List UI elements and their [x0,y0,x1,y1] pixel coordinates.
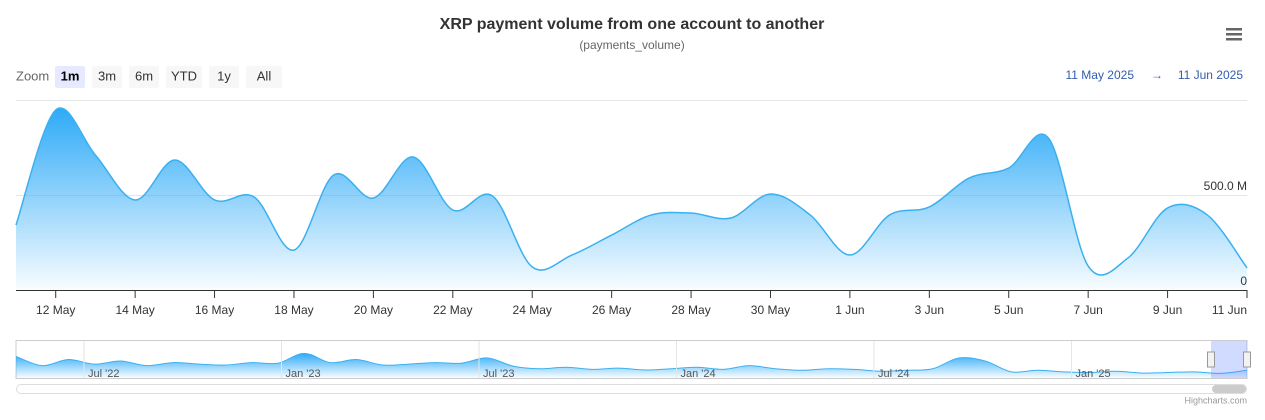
navigator-label: Jan '24 [681,368,716,380]
x-tick-label: 18 May [274,303,313,317]
zoom-button-label: 1m [61,68,80,83]
navigator-label: Jul '22 [88,368,119,380]
range-from: 11 May 2025 [1066,68,1135,82]
range-arrow: → [1151,68,1163,82]
x-tick-label: 22 May [433,303,472,317]
menu-icon[interactable] [1226,28,1242,41]
navigator-label: Jul '24 [878,368,909,380]
x-tick-label: 9 Jun [1153,303,1182,317]
zoom-button[interactable] [55,66,85,88]
credits: Highcharts.com [1184,395,1247,405]
area-fill [16,108,1247,290]
area-line [15,107,1248,276]
zoom-button[interactable] [166,66,202,88]
navigator-line [15,352,1248,374]
zoom-button[interactable] [209,66,239,88]
x-tick-label: 11 Jun [1212,303,1247,317]
chart-title: XRP payment volume from one account to a… [440,16,825,33]
range-to: 11 Jun 2025 [1178,68,1243,82]
zoom-button-label: 3m [98,68,116,83]
zoom-button-label: YTD [171,68,197,83]
x-tick-label: 30 May [751,303,790,317]
navigator-label: Jan '25 [1076,368,1111,380]
x-tick-label: 7 Jun [1073,303,1102,317]
navigator-handle[interactable] [1243,351,1251,368]
y-tick-label: 500.0 M [1204,179,1247,193]
x-tick-label: 1 Jun [835,303,864,317]
navigator-handle[interactable] [1207,351,1215,368]
zoom-button-label: 1y [217,68,231,83]
x-tick-label: 28 May [671,303,710,317]
zoom-button[interactable] [129,66,159,88]
x-tick-label: 3 Jun [915,303,944,317]
x-tick-label: 20 May [354,303,393,317]
zoom-button[interactable] [246,66,282,88]
navigator-label: Jan '23 [286,368,321,380]
x-tick-label: 24 May [513,303,552,317]
zoom-button-label: 6m [135,68,153,83]
x-tick-label: 26 May [592,303,631,317]
navigator-label: Jul '23 [483,368,514,380]
x-tick-label: 16 May [195,303,234,317]
zoom-label: Zoom [16,68,49,83]
x-tick-label: 5 Jun [994,303,1023,317]
x-tick-label: 12 May [36,303,75,317]
zoom-button-label: All [257,68,272,83]
chart-subtitle: (payments_volume) [579,38,684,52]
navigator-selection[interactable] [1211,341,1247,378]
zoom-button[interactable] [92,66,122,88]
scrollbar-thumb[interactable] [1212,385,1246,393]
scrollbar[interactable] [16,384,1247,394]
navigator-area [16,353,1247,378]
x-tick-label: 14 May [115,303,154,317]
